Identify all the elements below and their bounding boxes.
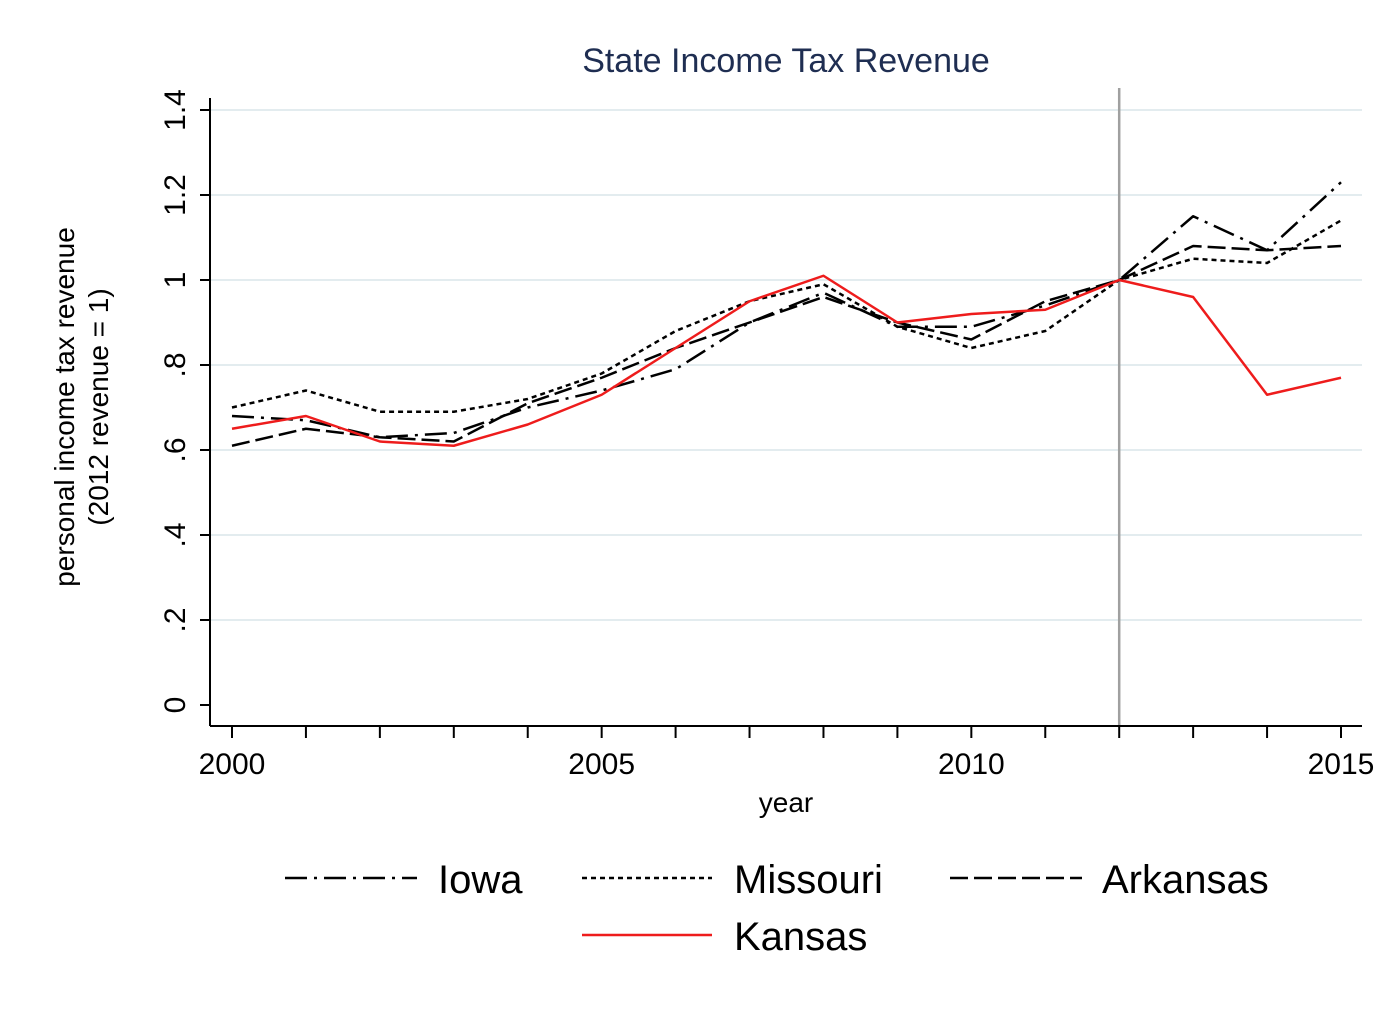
x-tick-label-3: 2015 (1308, 748, 1375, 781)
legend-label: Arkansas (1102, 858, 1269, 902)
axes (200, 98, 1362, 738)
y-axis-title-line-1: personal income tax revenue (49, 227, 80, 587)
y-axis-title-line-2: (2012 revenue = 1) (83, 288, 114, 525)
series-line-arkansas (231, 244, 1342, 447)
legend-item-kansas: Kansas (582, 915, 867, 959)
y-tick-label-7: 1.4 (159, 89, 192, 131)
y-tick-label-0: 0 (159, 697, 192, 714)
y-tick-label-4: .8 (159, 352, 192, 377)
legend: Iowa Missouri Arkansas Kansas (285, 858, 1269, 959)
y-tick-label-5: 1 (159, 272, 192, 289)
y-tick-label-1: .2 (159, 607, 192, 632)
legend-item-iowa: Iowa (285, 858, 523, 902)
y-tick-label-3: .6 (159, 437, 192, 462)
series-line-missouri (231, 219, 1342, 413)
series-lines (231, 181, 1342, 447)
legend-label: Iowa (438, 858, 523, 902)
legend-item-missouri: Missouri (582, 858, 883, 902)
series-line-iowa (231, 181, 1342, 439)
legend-item-arkansas: Arkansas (950, 858, 1269, 902)
legend-label: Missouri (734, 858, 883, 902)
x-tick-label-0: 2000 (199, 748, 266, 781)
x-tick-label-2: 2010 (938, 748, 1005, 781)
legend-label: Kansas (734, 915, 867, 959)
y-tick-label-6: 1.2 (159, 174, 192, 216)
y-axis-title: personal income tax revenue (2012 revenu… (49, 227, 114, 587)
x-axis-title: year (759, 787, 813, 818)
y-tick-label-2: .4 (159, 522, 192, 547)
chart-title: State Income Tax Revenue (582, 42, 990, 80)
gridlines (210, 109, 1362, 621)
tick-labels: 0 .2 .4 .6 .8 1 1.2 1.4 2000 2005 2010 2015 (159, 89, 1374, 781)
series-line-kansas (231, 274, 1342, 447)
x-tick-label-1: 2005 (568, 748, 635, 781)
